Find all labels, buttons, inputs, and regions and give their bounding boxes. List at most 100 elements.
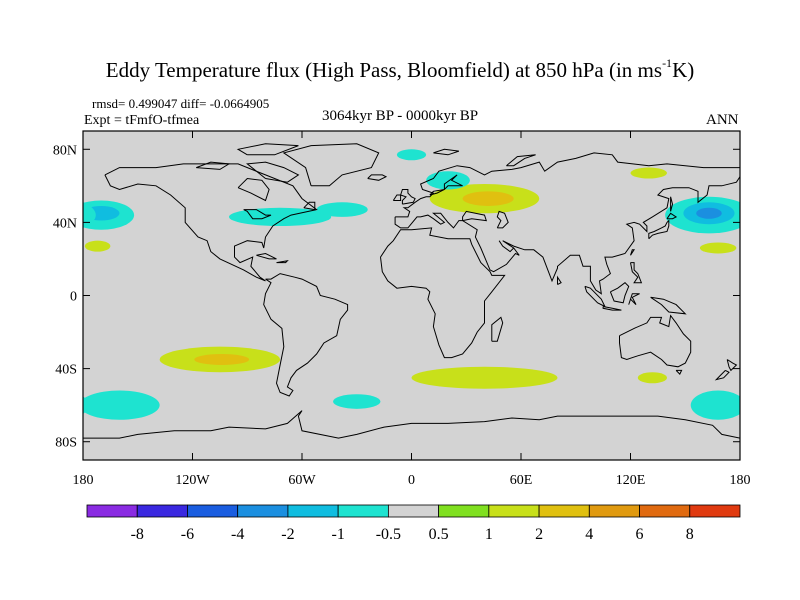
colorbar-swatch	[689, 504, 741, 518]
y-tick-label: 80N	[53, 143, 77, 158]
x-tick-label: 120W	[175, 473, 210, 488]
coastline-taiwan	[630, 249, 636, 256]
coastline-cuba	[256, 252, 277, 260]
colorbar-label: -1	[331, 526, 344, 543]
coastline-tasmania	[675, 369, 683, 375]
coastline-new-guinea	[650, 296, 687, 315]
anomaly-ne-pacific-green	[84, 240, 111, 252]
anomaly-southern-ocean-blue-east-wrap	[83, 396, 89, 414]
coastline-africa	[380, 227, 506, 359]
coastline-baltic	[429, 174, 463, 196]
coastline-svalbard	[433, 148, 460, 156]
anomaly-eurasia-yellow	[462, 191, 514, 206]
colorbar-label: -0.5	[376, 526, 401, 543]
coastline-hokkaido	[666, 212, 678, 220]
axis-ticks: 80N 40N 0 40S 80S 180 120W 60W 0 60E 120E 180	[53, 131, 751, 488]
colorbar-label: 4	[585, 526, 593, 543]
y-tick-label: 40N	[53, 216, 77, 231]
x-tick-label: 60E	[510, 473, 533, 488]
colorbar-swatch	[488, 504, 540, 518]
coastline-novaya-zemlya	[506, 154, 536, 167]
experiment-label: Expt = tFmfO-tfmea	[84, 113, 200, 128]
stats-line: rmsd= 0.499047 diff= -0.0664905	[92, 96, 270, 111]
coastline-ellesmere	[236, 143, 299, 156]
colorbar-swatch	[337, 504, 389, 518]
season-label: ANN	[706, 112, 739, 128]
colorbar-swatch	[639, 504, 691, 518]
y-tick-label: 80S	[55, 436, 77, 451]
x-tick-label: 180	[730, 473, 751, 488]
coastline-sulawesi	[628, 293, 640, 305]
colorbar-swatch	[287, 504, 339, 518]
coastline-greenland	[282, 143, 380, 187]
anomaly-scandinavia-blue	[426, 171, 470, 190]
coastline-uk	[399, 189, 416, 205]
coastline-victoria-island	[196, 161, 231, 170]
anomaly-south-atlantic-indian-green	[411, 366, 558, 389]
colorbar-label: -8	[131, 526, 144, 543]
coastline-sri-lanka	[557, 275, 562, 285]
coastline-australia	[619, 314, 692, 368]
colorbar-swatch	[187, 504, 239, 518]
coastline-japan	[648, 219, 670, 240]
coastline-java	[602, 306, 622, 311]
coastline-hispaniola	[276, 260, 289, 264]
coastline-antarctica	[83, 410, 740, 439]
coastline-eurasia	[394, 152, 740, 295]
plot-title: Eddy Temperature flux (High Pass, Bloomf…	[105, 56, 695, 82]
colorbar-swatch	[538, 504, 590, 518]
anomaly-siberia-green	[630, 167, 667, 179]
coastlines	[83, 143, 740, 439]
anomaly-arctic-blue	[396, 149, 427, 161]
coastline-new-zealand-north	[726, 359, 738, 372]
map-background	[83, 131, 740, 460]
coastline-south-america	[263, 273, 349, 397]
anomaly-australia-green	[637, 372, 668, 384]
colorbar-label: 6	[636, 526, 644, 543]
coastline-baffin	[246, 161, 300, 183]
anomaly-southern-ocean-blue-west-wrap	[736, 399, 740, 412]
colorbar-label: 8	[686, 526, 694, 543]
anomaly-layer	[83, 149, 740, 420]
colorbar-label: -6	[181, 526, 194, 543]
x-tick-label: 120E	[616, 473, 646, 488]
anomaly-north-atlantic-east-blue	[316, 202, 368, 217]
coastline-philippines	[630, 262, 643, 284]
colorbar-swatch	[136, 504, 188, 518]
coastline-new-zealand-south	[714, 369, 730, 381]
colorbar-label: 1	[485, 526, 493, 543]
anomaly-nw-pacific-green	[699, 242, 737, 254]
coastline-ireland	[392, 194, 402, 201]
coastline-red-sea-gulf	[498, 240, 515, 253]
anomaly-southern-ocean-blue-mid	[333, 394, 381, 409]
colorbar-swatch	[387, 504, 440, 518]
colorbar-swatch	[438, 504, 490, 518]
coastline-north-america	[104, 163, 318, 282]
coastline-newfoundland	[303, 201, 316, 211]
colorbar-label: 2	[535, 526, 543, 543]
x-tick-label: 180	[73, 473, 94, 488]
coastline-madagascar	[491, 316, 504, 342]
anomaly-n-pacific-west-core	[696, 207, 722, 219]
colorbar-swatch	[588, 504, 640, 518]
colorbar-swatch	[237, 504, 289, 518]
coastline-hudson-bay	[237, 177, 270, 202]
y-tick-label: 40S	[55, 363, 77, 378]
coastline-great-lakes	[243, 209, 272, 220]
x-tick-label: 60W	[288, 473, 316, 488]
colorbar-swatch	[86, 504, 138, 518]
x-tick-label: 0	[408, 473, 415, 488]
colorbar-label: -2	[281, 526, 294, 543]
anomaly-southern-ocean-blue-east	[690, 390, 740, 420]
period-label: 3064kyr BP - 0000kyr BP	[321, 108, 479, 124]
anomaly-n-pacific-west-blue-wrap	[83, 202, 96, 228]
anomaly-southern-ocean-blue-west	[83, 390, 160, 420]
coastline-iceland	[367, 174, 388, 181]
anomaly-s-pacific-yellow	[194, 353, 250, 365]
colorbar: -8 -6 -4 -2 -1 -0.5 0.5 1 2 4 6 8	[86, 504, 741, 543]
colorbar-label: -4	[231, 526, 244, 543]
coastline-black-sea	[462, 210, 488, 222]
coastline-sakhalin	[670, 196, 674, 212]
coastline-borneo	[609, 282, 630, 304]
